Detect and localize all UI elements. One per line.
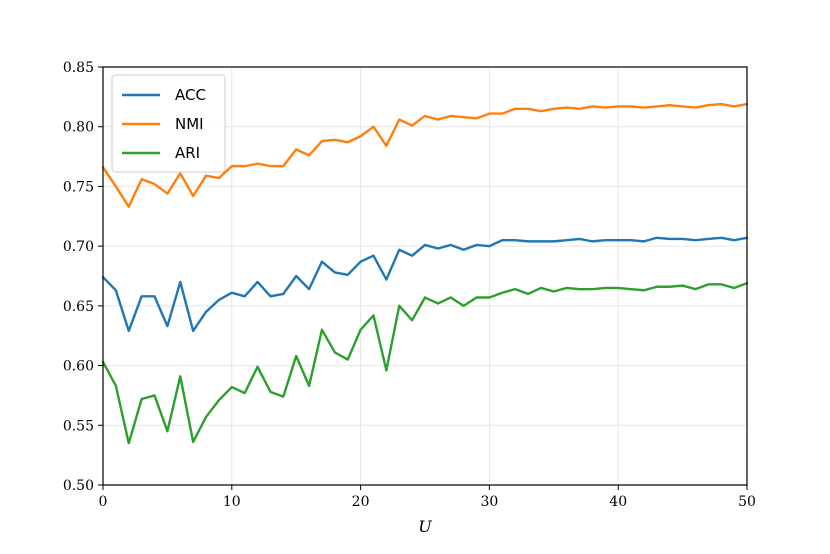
series-line-ari xyxy=(101,281,749,445)
x-tick-label: 40 xyxy=(609,494,627,510)
y-tick-label: 0.50 xyxy=(63,478,94,494)
x-tick-label: 30 xyxy=(480,494,498,510)
y-tick-label: 0.85 xyxy=(63,60,94,76)
legend-label-nmi: NMI xyxy=(175,115,204,133)
y-tick-label: 0.55 xyxy=(63,418,94,434)
series-line-nmi xyxy=(101,102,749,208)
axis-ticks: 0 10 20 30 40 50 0.50 0.55 0.60 0.65 0.70 0.75 0.80 0… xyxy=(63,60,756,510)
legend-label-ari: ARI xyxy=(175,144,200,162)
series-line-acc xyxy=(101,236,749,333)
legend: ACC NMI ARI xyxy=(111,74,226,173)
y-tick-label: 0.80 xyxy=(63,120,94,136)
x-tick-label: 50 xyxy=(738,494,756,510)
x-tick-label: 0 xyxy=(99,494,108,510)
legend-box xyxy=(111,74,226,173)
y-tick-label: 0.75 xyxy=(63,179,94,195)
x-tick-label: 10 xyxy=(223,494,241,510)
legend-label-acc: ACC xyxy=(175,86,206,104)
x-tick-label: 20 xyxy=(352,494,370,510)
y-tick-label: 0.70 xyxy=(63,239,94,255)
plot-frame xyxy=(102,66,748,486)
y-tick-label: 0.65 xyxy=(63,299,94,315)
series-lines xyxy=(101,102,749,445)
y-tick-label: 0.60 xyxy=(63,359,94,375)
x-axis-title: U xyxy=(418,517,432,536)
